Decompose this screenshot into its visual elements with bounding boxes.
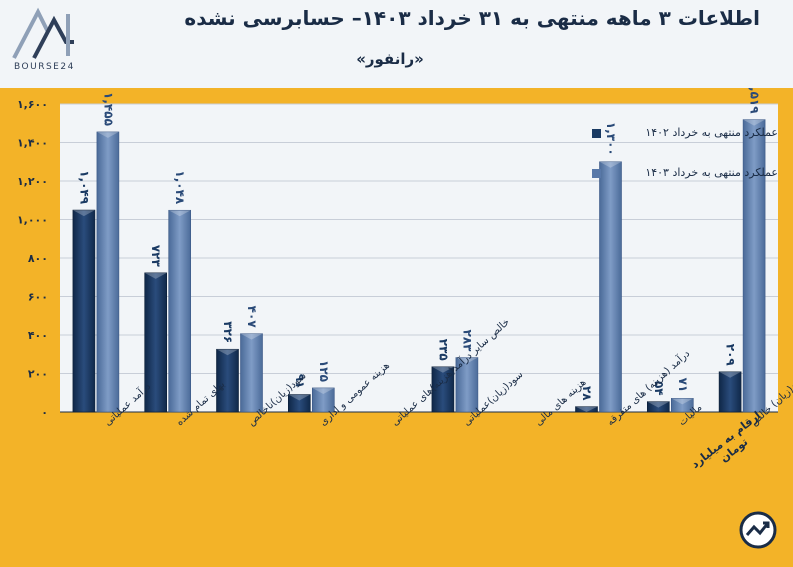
bar: [742, 119, 766, 413]
data-label: ۱,۴۵۵: [101, 92, 115, 126]
bar: [311, 387, 335, 413]
legend-label: عملکرد منتهی به خرداد ۱۴۰۲: [645, 126, 778, 139]
bar: [72, 209, 96, 413]
bar-bevel: [719, 371, 742, 378]
trend-arrow-icon: [739, 511, 777, 549]
bar: [718, 371, 742, 413]
legend-swatch: [592, 129, 601, 138]
bar-bevel: [575, 406, 598, 412]
bar-bevel: [743, 119, 766, 126]
y-tick-label: ۱,۶۰۰: [17, 98, 48, 111]
data-label: ۷۲۳: [149, 245, 163, 268]
bar-bevel: [96, 131, 119, 138]
y-tick-label: ۱,۰۰۰: [17, 214, 48, 227]
legend: عملکرد منتهی به خرداد ۱۴۰۲ عملکرد منتهی ب…: [592, 126, 778, 179]
bar-bevel: [647, 401, 670, 408]
data-label: ۱,۵۱۹: [748, 88, 762, 114]
legend-swatch: [592, 169, 601, 178]
data-label: ۲۸: [580, 386, 594, 401]
y-tick-label: ۱,۲۰۰: [17, 175, 48, 188]
bar-bevel: [216, 349, 239, 356]
bar-bevel: [288, 394, 311, 401]
data-label: ۵۴: [652, 381, 666, 396]
bar: [216, 348, 239, 413]
y-tick-label: ۰: [41, 406, 48, 419]
bar-bevel: [240, 333, 263, 340]
value-labels: ۱,۰۴۹ ۱,۴۵۵ ۷۲۳ ۱,۰۴۸ ۳۲۶ ۴۰۷ ۹۱ ۱۲۵ ۲۳۵ ۲۸۳ ۲۸ ۱,۳…: [77, 88, 761, 401]
bar: [670, 398, 694, 413]
data-label: ۷۱: [676, 378, 690, 393]
data-label: ۲۰۹: [724, 344, 738, 367]
data-label: ۲۳۵: [436, 339, 450, 361]
bar-bevel: [599, 161, 622, 168]
bar-bevel: [312, 387, 335, 394]
y-tick-label: ۶۰۰: [28, 291, 48, 304]
bar-bevel: [431, 366, 454, 373]
bar: [96, 131, 120, 413]
legend-label: عملکرد منتهی به خرداد ۱۴۰۳: [645, 166, 778, 179]
data-label: ۱,۰۴۸: [173, 170, 187, 205]
bar: [144, 272, 167, 413]
bar: [240, 333, 263, 413]
data-label: ۱,۳۰۰: [604, 122, 618, 156]
bar-bevel: [168, 210, 191, 217]
bar: [431, 366, 455, 413]
data-label: ۱۲۵: [317, 360, 331, 382]
data-label: ۱,۰۴۹: [77, 170, 91, 205]
y-tick-label: ۲۰۰: [28, 368, 48, 381]
chart-title: اطلاعات ۳ ماهه منتهی به ۳۱ خرداد ۱۴۰۳– ح…: [184, 6, 760, 30]
bar: [455, 357, 479, 413]
y-tick-label: ۸۰۰: [28, 252, 48, 265]
bar: [575, 406, 598, 413]
bourse24-logo: [12, 7, 74, 59]
bar: [646, 401, 670, 413]
bar: [168, 209, 191, 413]
logo-text: BOURSE24: [14, 62, 75, 72]
chart-subtitle: «رانفور»: [356, 50, 424, 68]
header-band: BOURSE24 اطلاعات ۳ ماهه منتهی به ۳۱ خردا…: [0, 0, 793, 88]
bar: [599, 161, 622, 413]
bar-bevel: [144, 272, 167, 279]
data-label: ۲۸۳: [460, 330, 474, 353]
y-tick-label: ۴۰۰: [28, 329, 48, 342]
data-label: ۹۱: [293, 374, 307, 389]
bar-bevel: [455, 357, 478, 364]
y-tick-label: ۱,۴۰۰: [17, 137, 48, 150]
data-label: ۳۲۶: [221, 321, 235, 343]
bar-bevel: [72, 210, 95, 217]
bar: [287, 394, 311, 413]
bar-bevel: [671, 398, 694, 405]
bars: [72, 119, 766, 413]
data-label: ۴۰۷: [245, 306, 259, 329]
